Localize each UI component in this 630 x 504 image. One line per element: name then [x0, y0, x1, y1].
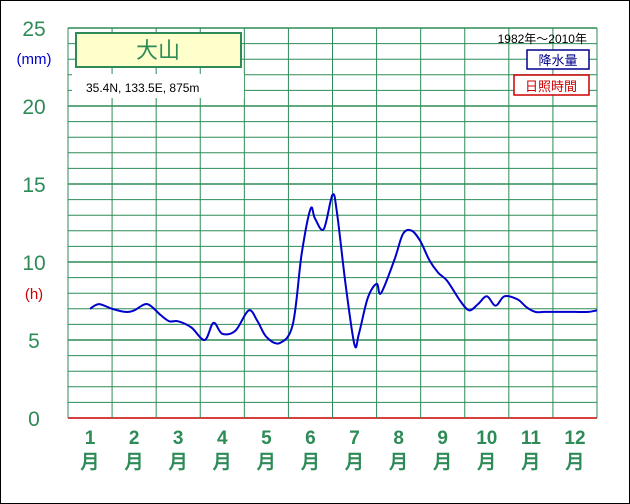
- legend-precip-box: [526, 49, 590, 70]
- legend-sun: 日照時間: [513, 74, 590, 96]
- axis-labels: 0 5 10 15 20 25 1 月 2 月 3 月 4 月 5 月 6 月 7 月 8 月 9 月 10 月 11 月 12 月: [22, 18, 585, 473]
- y-tick-label: 0: [28, 408, 40, 431]
- legend-precip-label: 降水量: [538, 53, 577, 68]
- month-number-label: 2: [129, 428, 140, 449]
- month-number-label: 8: [393, 428, 404, 449]
- month-number-label: 11: [521, 428, 542, 449]
- month-number-label: 9: [437, 428, 448, 449]
- month-suffix-label: 月: [476, 452, 496, 473]
- month-number-label: 6: [305, 428, 316, 449]
- y-tick-label: 10: [22, 252, 45, 275]
- month-suffix-label: 月: [432, 452, 452, 473]
- station-name: 大山: [136, 38, 180, 63]
- month-suffix-label: 月: [212, 452, 232, 473]
- month-number-label: 10: [476, 428, 497, 449]
- y-tick-label: 20: [22, 96, 45, 119]
- month-number-label: 3: [173, 428, 184, 449]
- legend-precip: 降水量: [526, 49, 590, 70]
- month-suffix-label: 月: [256, 452, 276, 473]
- legend-sun-box: [513, 74, 590, 96]
- y-tick-label: 5: [28, 330, 40, 353]
- month-suffix-label: 月: [564, 452, 584, 473]
- period-label: 1982年～2010年: [498, 32, 587, 46]
- precip-unit: (mm): [17, 51, 52, 68]
- y-tick-label: 25: [22, 18, 45, 41]
- month-number-label: 12: [564, 428, 585, 449]
- month-suffix-label: 月: [80, 452, 100, 473]
- month-suffix-label: 月: [520, 452, 540, 473]
- sun-unit: (h): [25, 286, 43, 303]
- station-box-border: [75, 32, 242, 68]
- data-series: [89, 193, 598, 349]
- month-suffix-label: 月: [124, 452, 144, 473]
- location-label: 35.4N, 133.5E, 875m: [86, 81, 199, 95]
- month-number-label: 7: [349, 428, 360, 449]
- month-number-label: 5: [261, 428, 272, 449]
- series-line-precip: [89, 193, 598, 349]
- month-suffix-label: 月: [300, 452, 320, 473]
- month-suffix-label: 月: [388, 452, 408, 473]
- month-number-label: 4: [217, 428, 228, 449]
- month-suffix-label: 月: [168, 452, 188, 473]
- station-box: 大山: [75, 32, 242, 68]
- month-number-label: 1: [85, 428, 96, 449]
- legend-sun-label: 日照時間: [525, 79, 577, 94]
- location-bg: [72, 74, 244, 98]
- month-suffix-label: 月: [344, 452, 364, 473]
- y-tick-label: 15: [22, 174, 45, 197]
